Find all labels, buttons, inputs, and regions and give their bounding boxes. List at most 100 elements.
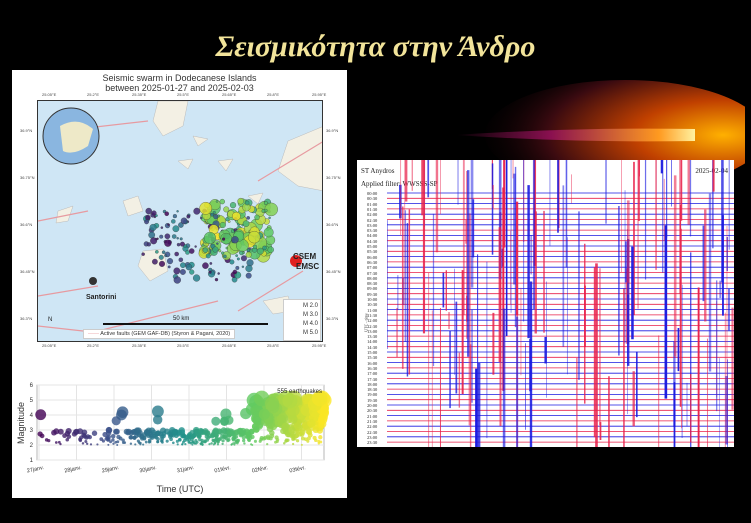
- earthquake-point: [144, 440, 148, 444]
- earthquake-marker: [161, 250, 166, 254]
- earthquake-point: [299, 429, 306, 435]
- time-label: 20:30: [367, 408, 378, 414]
- earthquake-marker: [268, 216, 271, 220]
- earthquake-point: [109, 440, 113, 444]
- slide-title: Σεισμικότητα στην Άνδρο: [215, 30, 536, 63]
- time-label: 19:30: [367, 397, 378, 403]
- earthquake-marker: [144, 219, 149, 225]
- earthquake-point: [188, 440, 191, 444]
- time-label: 13:00: [367, 328, 378, 334]
- earthquake-marker: [179, 269, 186, 275]
- earthquake-marker: [218, 249, 222, 253]
- legend-m5: M 5.0: [302, 330, 318, 336]
- earthquake-point: [200, 438, 204, 443]
- earthquake-marker: [219, 222, 226, 229]
- earthquake-marker: [176, 242, 181, 247]
- earthquake-point: [307, 418, 316, 428]
- earthquake-point: [213, 442, 217, 445]
- earthquake-point: [214, 436, 219, 441]
- earthquake-marker: [151, 210, 157, 216]
- y-tick-label: 6: [30, 383, 34, 389]
- earthquake-point: [246, 437, 251, 442]
- earthquake-marker: [203, 231, 216, 244]
- x-tick-label: 27janv.: [26, 465, 45, 475]
- earthquake-point: [203, 439, 207, 443]
- earthquake-point: [206, 435, 211, 440]
- y-tick-label: 5: [30, 398, 34, 404]
- earthquake-point: [317, 439, 321, 443]
- earthquake-marker: [155, 214, 158, 217]
- x-tick-label: 01févr.: [214, 465, 232, 474]
- time-label: 00:00: [367, 191, 378, 196]
- station-name: ST Anydros: [361, 167, 395, 175]
- earthquake-marker: [179, 241, 185, 247]
- time-label: 01:30: [367, 206, 378, 212]
- time-label: 10:30: [367, 302, 378, 308]
- earthquake-point: [243, 442, 246, 445]
- earthquake-point: [191, 440, 195, 444]
- earthquake-point: [276, 414, 287, 424]
- earthquake-point: [285, 432, 291, 438]
- earthquake-marker: [192, 274, 201, 282]
- earthquake-point: [253, 439, 257, 443]
- earthquake-marker: [209, 262, 213, 265]
- earthquake-point: [142, 443, 145, 446]
- earthquake-marker: [193, 207, 201, 215]
- earthquake-point: [229, 430, 235, 437]
- earthquake-point: [178, 438, 182, 442]
- earthquake-point: [221, 439, 225, 443]
- time-label: 04:00: [367, 233, 378, 239]
- emsc-logo-icon: [290, 255, 302, 267]
- earthquake-point: [312, 426, 320, 434]
- earthquake-point: [311, 390, 328, 407]
- earthquake-marker: [210, 212, 214, 217]
- earthquake-point: [181, 440, 185, 444]
- earthquake-point: [306, 439, 310, 443]
- earthquake-marker: [174, 251, 179, 257]
- earthquake-point: [146, 433, 151, 439]
- earthquake-point: [197, 427, 204, 435]
- time-label: 14:30: [367, 344, 378, 350]
- earthquake-point: [136, 432, 142, 438]
- earthquake-point: [153, 435, 159, 440]
- earthquake-point: [116, 443, 119, 446]
- earthquake-marker: [179, 237, 183, 241]
- earthquake-point: [134, 443, 137, 446]
- earthquake-point: [202, 429, 209, 436]
- time-label: 23:30: [367, 440, 378, 446]
- earthquake-point: [54, 441, 58, 444]
- earthquake-marker: [185, 250, 190, 255]
- earthquake-point: [110, 433, 116, 439]
- lon-tick: 25.35°E: [132, 343, 147, 348]
- earthquake-marker: [155, 250, 159, 254]
- lat-tick: 36.9°N: [20, 128, 33, 133]
- earthquake-marker: [205, 253, 211, 259]
- earthquake-marker: [235, 265, 240, 270]
- earthquake-point: [293, 421, 302, 430]
- earthquake-point: [165, 439, 169, 443]
- earthquake-point: [314, 438, 318, 443]
- earthquake-marker: [178, 222, 184, 228]
- earthquake-marker: [245, 272, 252, 279]
- earthquake-marker: [219, 198, 225, 205]
- earthquake-point: [266, 425, 274, 433]
- filter-label: Applied filter: WWSSS-SP: [361, 180, 438, 188]
- time-label: 16:30: [367, 365, 378, 371]
- earthquake-point: [275, 437, 280, 442]
- earthquake-marker: [178, 257, 184, 262]
- y-tick-label: 1: [30, 458, 34, 464]
- earthquake-marker: [215, 200, 219, 203]
- earthquake-point: [128, 435, 133, 440]
- earthquake-markers: [141, 197, 278, 284]
- earthquake-point: [210, 432, 216, 438]
- earthquake-marker: [237, 197, 244, 205]
- earthquake-marker: [200, 216, 203, 220]
- earthquake-marker: [145, 207, 152, 215]
- earthquake-marker: [176, 237, 179, 240]
- earthquake-point: [65, 438, 70, 442]
- earthquake-marker: [217, 272, 220, 275]
- x-tick-label: 03févr.: [289, 465, 307, 474]
- lon-tick: 25.5°E: [177, 92, 190, 97]
- earthquake-marker: [148, 231, 156, 239]
- earthquake-marker: [172, 214, 177, 219]
